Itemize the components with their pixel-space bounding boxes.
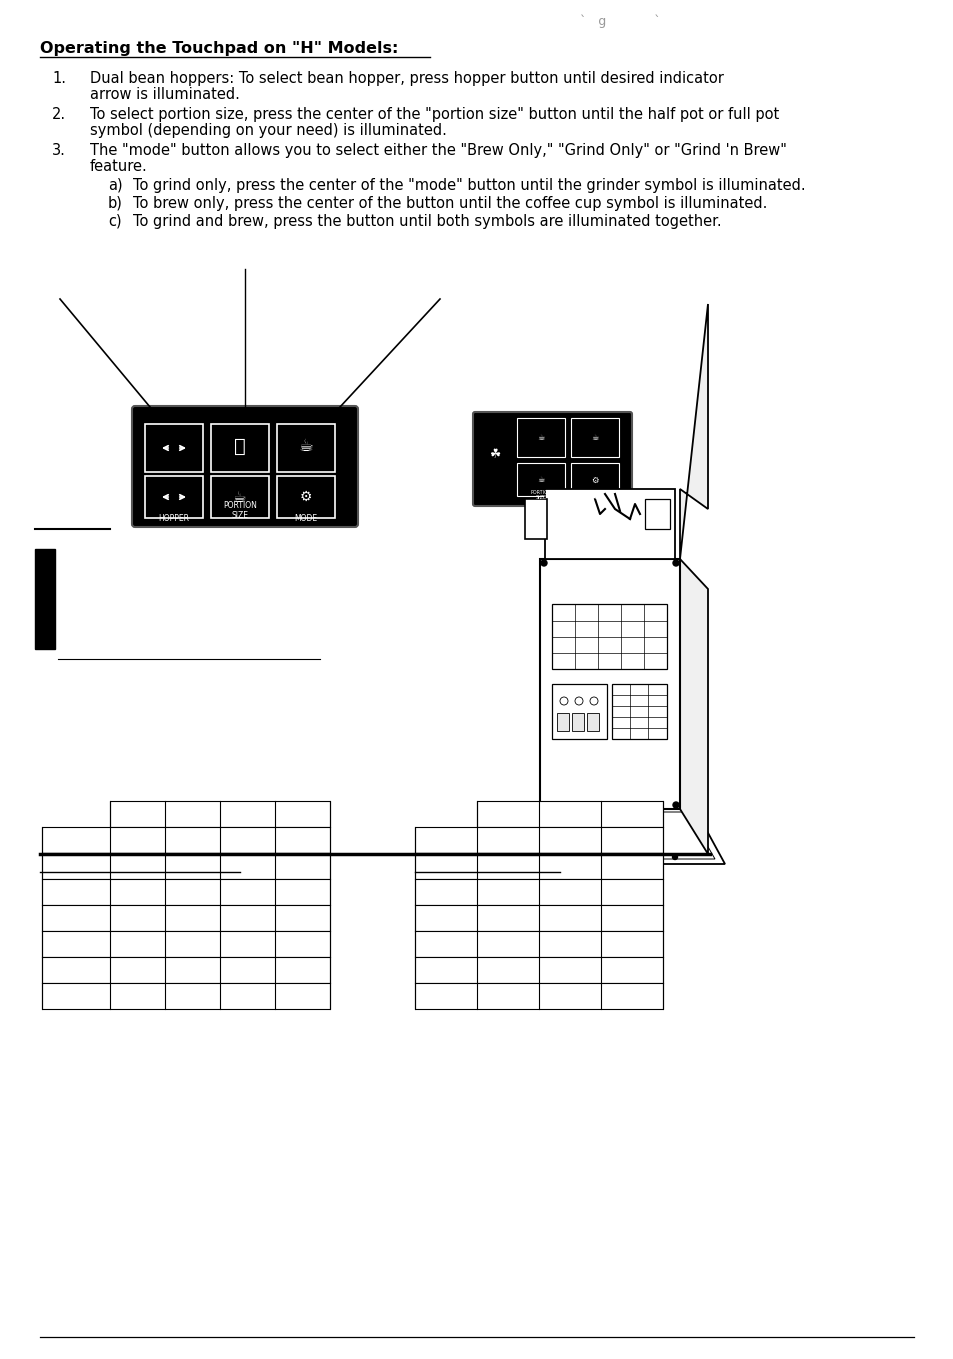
Circle shape	[537, 855, 542, 859]
Bar	[571, 419, 618, 457]
Text: symbol (depending on your need) is illuminated.: symbol (depending on your need) is illum…	[90, 124, 446, 139]
Bar	[145, 424, 203, 472]
Text: ☕: ☕	[591, 434, 598, 443]
Text: a): a)	[108, 178, 123, 193]
Text: 3.: 3.	[52, 143, 66, 158]
Circle shape	[559, 697, 567, 705]
Bar	[42, 905, 330, 931]
Polygon shape	[679, 559, 707, 853]
Bar	[415, 957, 662, 983]
Text: To brew only, press the center of the button until the coffee cup symbol is illu: To brew only, press the center of the bu…	[132, 196, 766, 211]
Text: b): b)	[108, 196, 123, 211]
Text: ☕: ☕	[298, 438, 314, 455]
Text: c): c)	[108, 213, 121, 230]
Bar	[110, 800, 330, 828]
Circle shape	[527, 817, 532, 821]
Bar	[539, 559, 679, 809]
Text: ☕: ☕	[537, 434, 544, 443]
Text: feature.: feature.	[90, 159, 148, 174]
Circle shape	[672, 802, 679, 809]
Circle shape	[672, 855, 677, 859]
Text: HOPPER: HOPPER	[158, 514, 190, 523]
Bar	[415, 983, 662, 1008]
Bar	[517, 419, 564, 457]
Bar	[42, 879, 330, 905]
Bar	[524, 499, 546, 540]
Text: `   g            `: ` g `	[579, 14, 659, 27]
Bar	[571, 463, 618, 496]
Bar	[42, 931, 330, 957]
Text: MODE: MODE	[294, 514, 317, 523]
Text: 2.: 2.	[52, 107, 66, 122]
Text: Dual bean hoppers: To select bean hopper, press hopper button until desired indi: Dual bean hoppers: To select bean hopper…	[90, 71, 723, 86]
Bar	[415, 828, 662, 853]
Text: arrow is illuminated.: arrow is illuminated.	[90, 87, 239, 102]
Text: The "mode" button allows you to select either the "Brew Only," "Grind Only" or ": The "mode" button allows you to select e…	[90, 143, 786, 158]
Text: PORTION
SIZE: PORTION SIZE	[530, 489, 551, 500]
Bar	[415, 879, 662, 905]
Circle shape	[580, 802, 648, 870]
Text: ☕: ☕	[233, 489, 247, 504]
Bar	[612, 684, 666, 739]
Bar	[42, 983, 330, 1008]
Text: 🫖: 🫖	[233, 436, 246, 455]
Polygon shape	[504, 809, 724, 864]
Text: ⚙: ⚙	[591, 476, 598, 485]
Bar	[415, 905, 662, 931]
Bar	[552, 603, 666, 669]
Text: PORTION
SIZE: PORTION SIZE	[223, 500, 256, 520]
Bar	[211, 476, 269, 518]
Bar	[544, 489, 675, 559]
Bar	[42, 957, 330, 983]
Bar	[644, 499, 669, 529]
Bar	[211, 424, 269, 472]
Circle shape	[586, 809, 642, 864]
Bar	[572, 713, 583, 731]
Bar	[145, 476, 203, 518]
Circle shape	[575, 697, 582, 705]
Bar	[586, 713, 598, 731]
Circle shape	[672, 560, 679, 565]
Bar	[415, 853, 662, 879]
FancyBboxPatch shape	[132, 406, 357, 527]
Text: To select portion size, press the center of the "portion size" button until the : To select portion size, press the center…	[90, 107, 779, 122]
Bar	[517, 463, 564, 496]
Bar	[476, 800, 662, 828]
Text: MODE: MODE	[587, 495, 601, 500]
Text: ⚙: ⚙	[299, 491, 312, 504]
Bar	[42, 853, 330, 879]
Text: To grind and brew, press the button until both symbols are illuminated together.: To grind and brew, press the button unti…	[132, 213, 720, 230]
Bar	[557, 713, 568, 731]
Circle shape	[540, 560, 546, 565]
Text: 1.: 1.	[52, 71, 66, 86]
Bar	[552, 684, 606, 739]
Circle shape	[540, 802, 546, 809]
Circle shape	[687, 817, 692, 821]
Polygon shape	[679, 304, 707, 559]
Text: ☕: ☕	[537, 476, 544, 485]
Circle shape	[573, 794, 657, 878]
Bar	[35, 549, 55, 650]
Circle shape	[589, 697, 598, 705]
Text: Operating the Touchpad on "H" Models:: Operating the Touchpad on "H" Models:	[40, 41, 398, 56]
Bar	[276, 424, 335, 472]
Text: ☘: ☘	[489, 447, 500, 461]
FancyBboxPatch shape	[473, 412, 631, 506]
Text: To grind only, press the center of the "mode" button until the grinder symbol is: To grind only, press the center of the "…	[132, 178, 804, 193]
Bar	[42, 828, 330, 853]
Polygon shape	[517, 811, 714, 859]
Bar	[415, 931, 662, 957]
Bar	[276, 476, 335, 518]
